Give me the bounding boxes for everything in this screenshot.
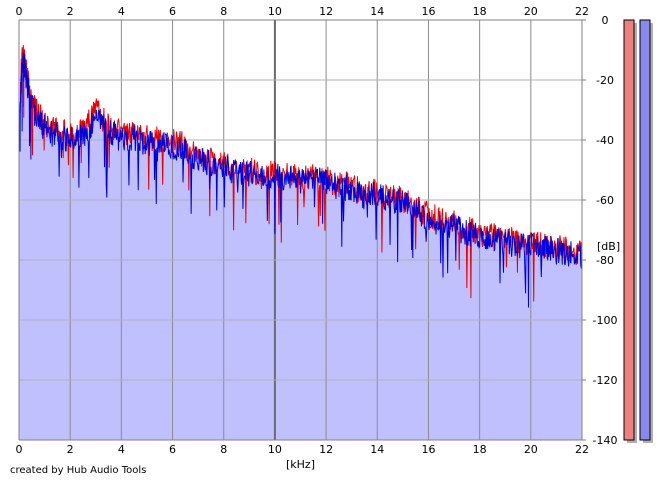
x-tick-label-bottom: 4 [118,443,125,456]
x-tick-label-bottom: 20 [524,443,538,456]
x-tick-label-top: 16 [421,5,435,18]
level-meter-r [639,19,651,441]
level-meter-l [623,19,635,441]
x-tick-label-top: 12 [319,5,333,18]
x-tick-label-bottom: 14 [370,443,384,456]
x-tick-label-top: 20 [524,5,538,18]
y-tick-label: -20 [596,74,614,87]
y-tick-label: -120 [593,374,618,387]
x-tick-label-top: 8 [220,5,227,18]
x-tick-label-bottom: 22 [575,443,589,456]
y-tick-label: -140 [593,434,618,447]
x-tick-label-top: 18 [473,5,487,18]
y-tick-label: -100 [593,314,618,327]
x-tick-label-bottom: 12 [319,443,333,456]
x-tick-label-bottom: 18 [473,443,487,456]
y-tick-label: -40 [596,134,614,147]
x-tick-label-top: 14 [370,5,384,18]
series-line-blue [18,52,583,308]
x-tick-label-top: 22 [575,5,589,18]
y-tick-label: -80 [596,254,614,267]
x-tick-label-top: 6 [169,5,176,18]
x-tick-label-top: 2 [67,5,74,18]
x-tick-label-top: 4 [118,5,125,18]
x-tick-label-bottom: 16 [421,443,435,456]
y-tick-label: 0 [602,14,609,27]
x-axis-label: [kHz] [286,458,315,471]
x-tick-label-top: 10 [268,5,282,18]
x-tick-label-bottom: 0 [16,443,23,456]
y-tick-label: -60 [596,194,614,207]
credit-text: created by Hub Audio Tools [10,465,146,476]
x-tick-label-bottom: 6 [169,443,176,456]
y-axis-label: [dB] [597,240,620,253]
spectrum-fill [19,56,582,440]
x-tick-label-bottom: 10 [268,443,282,456]
x-tick-label-top: 0 [16,5,23,18]
x-tick-label-bottom: 8 [220,443,227,456]
x-tick-label-bottom: 2 [67,443,74,456]
